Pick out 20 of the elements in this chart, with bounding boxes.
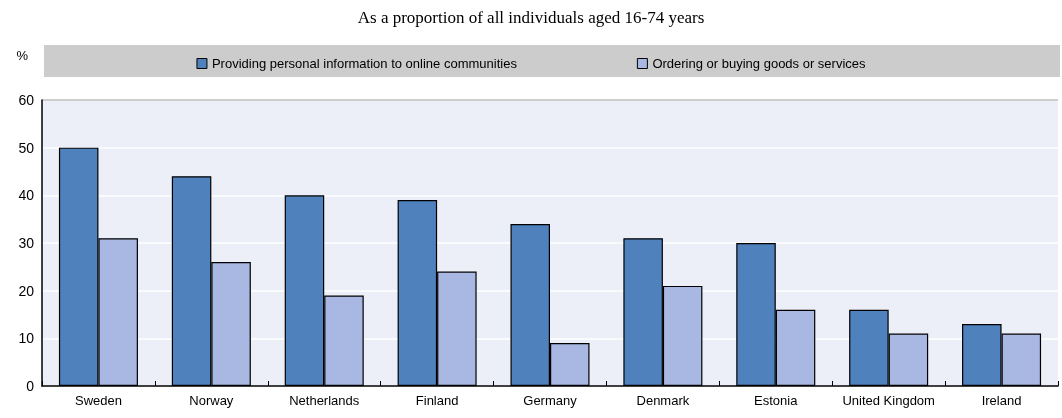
y-tick-label: 30 — [18, 235, 35, 251]
x-tick-label: Estonia — [754, 393, 799, 408]
y-tick-label: 50 — [18, 139, 35, 156]
x-tick-label: Ireland — [981, 393, 1022, 408]
chart-title: As a proportion of all individuals aged 16-74 years — [357, 8, 705, 27]
x-tick-label: Sweden — [74, 393, 122, 408]
x-tick-label: United Kingdom — [842, 393, 935, 408]
x-tick-label: Denmark — [636, 393, 690, 408]
y-tick-label: 0 — [26, 378, 35, 394]
x-tick-label: Norway — [189, 393, 234, 408]
y-tick-label: 10 — [18, 330, 35, 347]
y-tick-label: 40 — [18, 187, 35, 204]
x-tick-label: Finland — [415, 393, 459, 408]
y-tick-label: 20 — [18, 282, 35, 299]
x-tick-label: Germany — [523, 393, 578, 408]
x-tick-label: Netherlands — [289, 393, 360, 408]
legend-label: Providing personal information to online communities — [211, 56, 518, 71]
y-axis-title: % — [16, 48, 29, 63]
legend-label: Ordering or buying goods or services — [652, 56, 867, 71]
y-tick-label: 60 — [18, 92, 35, 108]
